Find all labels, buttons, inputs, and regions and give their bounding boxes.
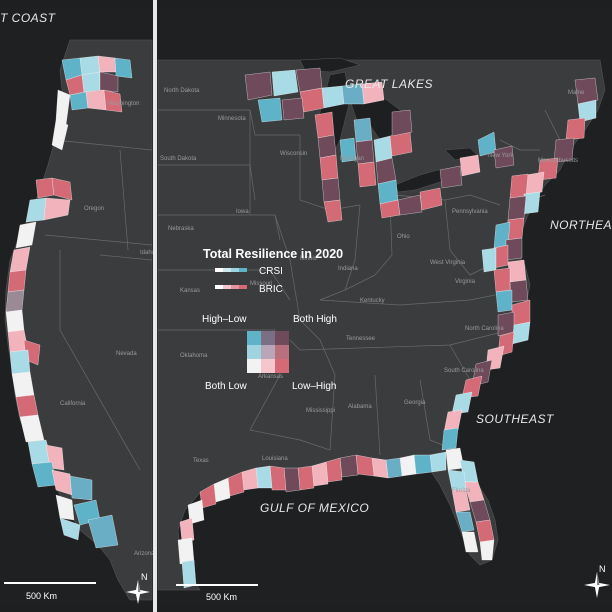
state-label-florida: Florida [452,488,471,494]
state-label-louisiana: Louisiana [262,456,288,462]
state-label-kansas: Kansas [180,288,200,294]
east-state-labels: North Dakota Minnesota South Dakota Wisc… [160,88,585,494]
west-panel-label: T COAST [0,11,57,25]
west-state-labels: Washington Oregon Idaho Nevada Californi… [60,101,156,557]
state-label-mississippi: Mississippi [306,408,335,414]
west-scale-bar: 500 Km [4,582,96,601]
state-label-georgia: Georgia [404,400,426,406]
state-label-illinois: Illinois [300,256,317,262]
east-state-borders [158,109,561,456]
state-label-new-york: New York [488,153,514,159]
region-label-gulf-of-mexico: GULF OF MEXICO [260,501,369,515]
west-scale-label: 500 Km [26,591,57,601]
legend-title: Total Resilience in 2020 [203,247,343,261]
legend-quadrant-both-high: Both High [293,314,337,325]
state-label-iowa: Iowa [236,209,249,215]
state-label-arkansas: Arkansas [258,374,283,380]
west-north-arrow-icon: N [126,572,150,604]
east-scale-label: 500 Km [206,592,237,602]
state-label-pennsylvania: Pennsylvania [452,209,488,215]
state-label-north-carolina: North Carolina [465,326,504,332]
legend-series-bric: BRIC [259,284,283,295]
state-label-virginia: Virginia [455,279,476,285]
legend-quadrant-high-low: High–Low [202,314,247,325]
east-north-arrow-icon: N [584,564,610,598]
state-label-oregon: Oregon [84,206,104,212]
state-label-minnesota: Minnesota [218,116,246,122]
state-label-nevada: Nevada [116,351,137,357]
region-label-great-lakes: GREAT LAKES [345,77,433,91]
east-coastal-counties [177,67,599,589]
state-label-north-dakota: North Dakota [164,88,200,94]
state-label-west-virginia: West Virginia [430,260,466,266]
legend-bric-ramp [215,285,247,289]
state-label-south-dakota: South Dakota [160,156,197,162]
east-scale-bar: 500 Km [176,584,258,602]
state-label-washington: Washington [108,101,139,107]
svg-text:N: N [599,564,606,574]
state-label-ohio: Ohio [397,234,410,240]
state-label-texas: Texas [193,458,209,464]
west-coastal-counties [5,55,133,549]
state-label-kentucky: Kentucky [360,298,385,304]
state-label-alabama: Alabama [348,404,372,410]
region-label-southeast: SOUTHEAST [476,412,555,426]
state-label-idaho: Idaho [140,250,156,256]
state-label-south-carolina: South Carolina [444,368,484,374]
state-label-massachusetts: Massachusetts [538,158,578,164]
state-label-maine: Maine [568,90,585,96]
svg-text:N: N [141,572,148,582]
state-label-oklahoma: Oklahoma [180,353,208,359]
west-state-borders [44,139,153,471]
legend-crsi-ramp [215,268,247,272]
state-label-tennessee: Tennessee [346,336,376,342]
state-label-michigan: Michigan [340,156,364,162]
legend: Total Resilience in 2020 CRSI BRIC High–… [202,247,343,392]
east-panel: North Dakota Minnesota South Dakota Wisc… [157,8,612,606]
legend-quadrant-low-high: Low–High [292,381,336,392]
west-panel: Washington Oregon Idaho Nevada Californi… [0,8,156,606]
state-label-wisconsin: Wisconsin [280,151,307,157]
panel-divider [153,0,157,612]
legend-bivariate-matrix [247,331,289,373]
state-label-california: California [60,401,86,407]
legend-quadrant-both-low: Both Low [205,381,247,392]
state-label-nebraska: Nebraska [168,226,194,232]
state-label-indiana: Indiana [338,266,358,272]
state-label-arizona: Arizona [134,551,155,557]
legend-series-crsi: CRSI [259,266,283,277]
state-label-missouri: Missouri [250,281,272,287]
